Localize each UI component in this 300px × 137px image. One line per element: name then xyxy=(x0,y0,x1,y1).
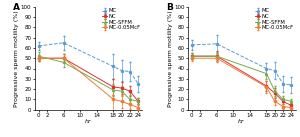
X-axis label: hr: hr xyxy=(238,119,245,124)
Y-axis label: Progressive sperm motility (%): Progressive sperm motility (%) xyxy=(14,10,20,107)
X-axis label: hr: hr xyxy=(85,119,92,124)
Text: A: A xyxy=(13,3,20,12)
Y-axis label: Progressive sperm motility (%): Progressive sperm motility (%) xyxy=(168,10,172,107)
Legend: MC, NC, MC-SFFM, MC-0.05McF: MC, NC, MC-SFFM, MC-0.05McF xyxy=(255,8,294,31)
Text: B: B xyxy=(166,3,173,12)
Legend: MC, NC, MC-SFFM, MC-0.05McF: MC, NC, MC-SFFM, MC-0.05McF xyxy=(101,8,141,31)
